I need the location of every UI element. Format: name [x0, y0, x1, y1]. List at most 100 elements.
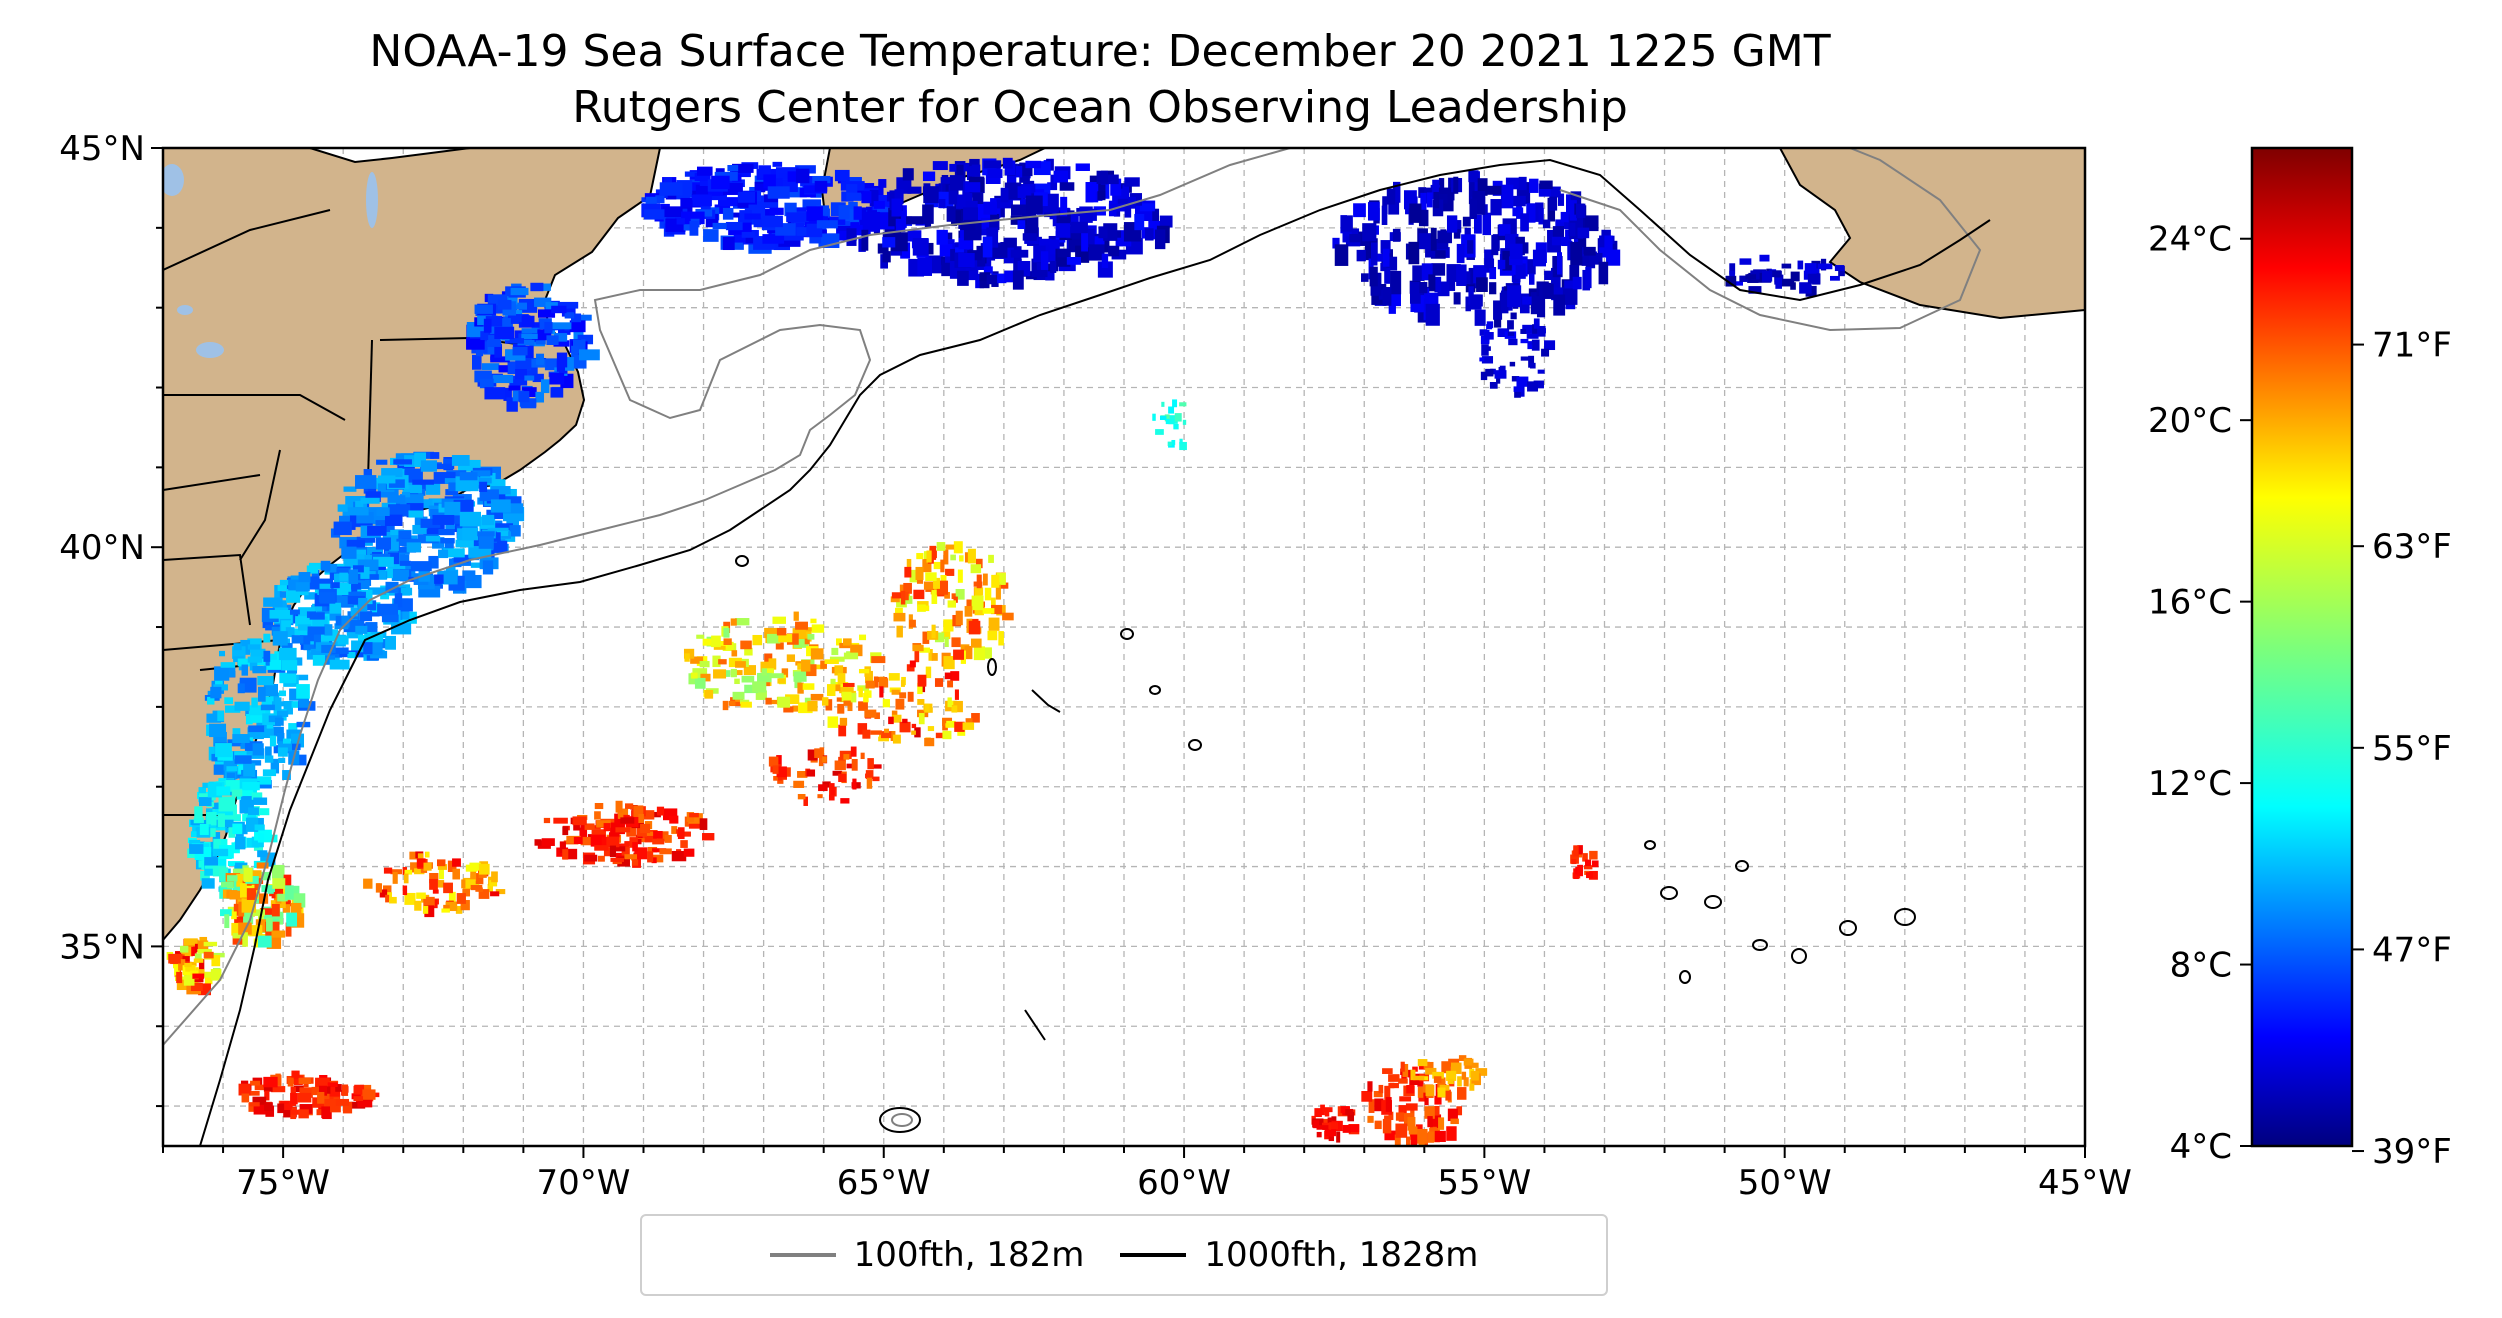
- sst-pixel: [352, 565, 364, 573]
- sst-pixel: [238, 759, 245, 774]
- sst-pixel: [1817, 263, 1833, 270]
- sst-pixel: [625, 803, 634, 809]
- sst-pixel: [1017, 220, 1026, 230]
- sst-pixel: [1022, 233, 1037, 241]
- sst-pixel: [1463, 1058, 1474, 1066]
- sst-pixel: [564, 848, 578, 860]
- sst-pixel: [973, 646, 986, 661]
- sst-pixel: [1507, 331, 1515, 336]
- sst-pixel: [490, 356, 510, 363]
- sst-pixel: [484, 387, 506, 400]
- sst-pixel: [235, 836, 246, 850]
- sst-pixel: [462, 889, 471, 897]
- sst-pixel: [872, 776, 880, 782]
- sst-pixel: [1342, 227, 1352, 243]
- sst-pixel: [572, 816, 587, 826]
- sst-pixel: [404, 455, 423, 467]
- sst-pixel: [975, 558, 983, 569]
- sst-pixel: [394, 593, 403, 608]
- sst-pixel: [990, 213, 1000, 222]
- sst-pixel: [811, 624, 825, 633]
- sst-pixel: [729, 212, 748, 218]
- sst-pixel: [412, 524, 427, 535]
- sst-pixel: [446, 470, 467, 477]
- sst-pixel: [831, 647, 839, 656]
- sst-pixel: [343, 486, 357, 492]
- sst-pixel: [1447, 1108, 1458, 1122]
- sst-pixel: [1569, 264, 1580, 288]
- sst-pixel: [1378, 1084, 1384, 1094]
- sst-pixel: [1405, 1103, 1418, 1111]
- sst-pixel: [444, 539, 454, 550]
- sst-pixel: [857, 723, 868, 735]
- sst-pixel: [804, 638, 810, 645]
- colorbar-c-label: 12°C: [2148, 764, 2232, 804]
- sst-pixel: [1551, 236, 1563, 246]
- sst-pixel: [1418, 233, 1432, 250]
- sst-pixel: [400, 554, 410, 564]
- sst-pixel: [1098, 226, 1108, 239]
- sst-pixel: [264, 1102, 273, 1111]
- sst-pixel: [321, 1091, 330, 1101]
- sst-pixel: [1473, 214, 1482, 234]
- sst-pixel: [906, 558, 912, 568]
- sst-pixel: [481, 363, 500, 370]
- sst-pixel: [1538, 207, 1544, 225]
- sst-pixel: [179, 945, 189, 953]
- sst-pixel: [931, 653, 938, 661]
- sst-pixel: [1465, 296, 1471, 312]
- sst-pixel: [858, 668, 870, 674]
- sst-pixel: [962, 722, 975, 730]
- sst-pixel: [1606, 249, 1621, 266]
- sst-pixel: [1484, 332, 1494, 340]
- sst-pixel: [1349, 234, 1361, 243]
- sst-pixel: [611, 846, 626, 852]
- sst-pixel: [287, 743, 301, 751]
- sst-pixel: [422, 905, 429, 914]
- sst-pixel: [252, 1096, 267, 1106]
- sst-pixel: [414, 868, 425, 875]
- sst-pixel: [839, 687, 854, 694]
- sst-pixel: [793, 780, 805, 788]
- sst-pixel: [926, 550, 932, 563]
- sst-pixel: [327, 1082, 338, 1088]
- sst-pixel: [290, 1092, 298, 1105]
- sst-pixel: [1152, 413, 1156, 421]
- sst-pixel: [1509, 243, 1523, 260]
- sst-pixel: [466, 338, 485, 350]
- sst-pixel: [900, 680, 905, 687]
- sst-pixel: [913, 589, 925, 600]
- sst-pixel: [1799, 282, 1812, 294]
- sst-pixel: [1469, 1083, 1475, 1091]
- sst-pixel: [444, 501, 461, 516]
- sst-pixel: [508, 385, 521, 391]
- sst-pixel: [237, 683, 245, 694]
- sst-pixel: [232, 868, 246, 877]
- sst-pixel: [199, 793, 216, 801]
- sst-pixel: [571, 313, 582, 323]
- sst-pixel: [490, 499, 511, 513]
- sst-pixel: [217, 813, 225, 828]
- sst-pixel: [281, 660, 298, 671]
- sst-pixel: [174, 965, 180, 976]
- sst-pixel: [888, 207, 899, 227]
- sst-pixel: [184, 962, 192, 968]
- sst-pixel: [540, 379, 550, 394]
- sst-pixel: [480, 331, 489, 341]
- sst-pixel: [1489, 282, 1497, 295]
- sst-pixel: [250, 1080, 261, 1086]
- sst-pixel: [238, 901, 245, 917]
- sst-pixel: [274, 697, 282, 711]
- sst-pixel: [312, 603, 323, 614]
- sst-pixel: [236, 788, 254, 800]
- sst-pixel: [800, 180, 809, 187]
- sst-pixel: [584, 823, 595, 830]
- sst-pixel: [644, 209, 665, 220]
- sst-pixel: [764, 627, 779, 639]
- sst-pixel: [832, 770, 843, 776]
- sst-pixel: [263, 633, 271, 643]
- sst-pixel: [1438, 178, 1445, 194]
- sst-pixel: [383, 885, 392, 894]
- sst-pixel: [398, 530, 412, 540]
- sst-pixel: [1096, 170, 1108, 184]
